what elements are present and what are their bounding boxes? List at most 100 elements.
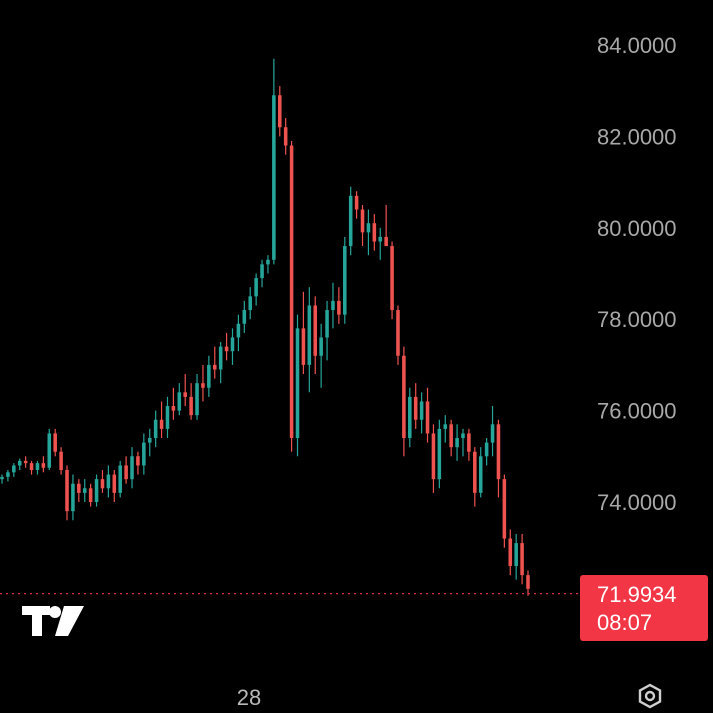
candle <box>248 287 252 320</box>
candle-body <box>29 463 34 471</box>
candle <box>337 287 341 324</box>
x-axis-tick-label: 28 <box>237 685 261 710</box>
candle <box>165 396 170 439</box>
candle <box>212 346 217 379</box>
candle <box>343 236 347 324</box>
candle <box>437 419 442 489</box>
candle-body <box>366 223 371 233</box>
candle <box>47 428 52 471</box>
candle <box>41 456 46 473</box>
settings-icon[interactable] <box>638 683 662 709</box>
candle-body <box>88 488 93 502</box>
candle <box>461 428 465 457</box>
candle <box>278 86 282 137</box>
candle <box>366 209 371 256</box>
candle <box>65 465 69 521</box>
candle-body <box>153 419 158 439</box>
candle-body <box>266 259 270 265</box>
candle-body <box>408 396 412 439</box>
candle <box>266 255 270 274</box>
candle-body <box>437 428 442 480</box>
candle <box>490 406 495 457</box>
candle-body <box>0 476 4 480</box>
candle <box>295 314 300 457</box>
candle-body <box>171 406 176 411</box>
candle <box>6 470 10 482</box>
candle-body <box>118 465 122 493</box>
candle-body <box>248 296 252 311</box>
candle-body <box>502 479 507 539</box>
candle-body <box>283 127 288 146</box>
last-price-value: 71.9934 <box>597 582 677 607</box>
candle <box>71 474 75 521</box>
candle-body <box>6 472 10 477</box>
candle-body <box>23 460 28 464</box>
candle-body <box>455 438 459 448</box>
candle-body <box>230 337 235 352</box>
candle <box>0 474 4 484</box>
candle-body <box>337 300 341 315</box>
candle-body <box>82 488 87 493</box>
candle-body <box>319 337 323 356</box>
candle-body <box>343 246 347 315</box>
candle-series <box>0 58 530 596</box>
candle-body <box>325 310 329 338</box>
candle <box>218 342 223 384</box>
candle <box>319 323 323 388</box>
candle-body <box>260 264 264 279</box>
candle-body <box>159 419 164 429</box>
candle <box>402 346 406 457</box>
candle-body <box>508 538 513 566</box>
candle-body <box>378 236 383 242</box>
candle-body <box>520 543 524 576</box>
candle-body <box>195 383 199 416</box>
candle-body <box>402 355 406 439</box>
candle-body <box>65 470 69 512</box>
candle <box>473 447 477 507</box>
candle <box>171 387 176 420</box>
candle <box>331 282 335 329</box>
candle <box>272 58 276 265</box>
candle-body <box>254 278 258 297</box>
candle <box>313 296 318 375</box>
price-axis-tick-label: 80.0000 <box>597 216 677 241</box>
candle <box>23 456 28 468</box>
candle-body <box>207 364 211 388</box>
candle <box>136 451 140 475</box>
price-axis-tick-label: 76.0000 <box>597 399 677 424</box>
candle <box>354 191 359 219</box>
candle-body <box>12 465 16 473</box>
candle-body <box>396 310 400 356</box>
candle <box>130 447 134 489</box>
candle-body <box>124 465 128 480</box>
candle-body <box>331 300 335 311</box>
candle <box>413 383 418 429</box>
candle <box>484 438 489 466</box>
candle-body <box>47 433 52 468</box>
candle <box>443 415 448 443</box>
candle <box>502 474 507 548</box>
candle <box>35 460 40 475</box>
candle <box>408 387 412 448</box>
candle-body <box>443 424 448 429</box>
candle <box>29 460 34 475</box>
candle <box>467 428 471 461</box>
price-axis-tick-label: 84.0000 <box>597 33 677 58</box>
candle-body <box>201 383 205 388</box>
price-axis-tick-label: 82.0000 <box>597 124 677 149</box>
candle <box>289 140 294 452</box>
price-axis[interactable]: 84.0000 82.0000 80.0000 78.0000 76.0000 74.00… <box>597 33 677 515</box>
candle-body <box>41 463 46 468</box>
candle <box>242 300 247 333</box>
tradingview-logo[interactable] <box>22 606 84 636</box>
candle-body <box>183 392 187 397</box>
candle-body <box>384 236 388 247</box>
candle-body <box>77 483 81 493</box>
candle <box>189 383 193 420</box>
candle-body <box>165 406 170 429</box>
candle <box>100 470 105 493</box>
candle <box>307 287 312 393</box>
candle <box>419 392 424 434</box>
candle-body <box>100 479 105 489</box>
